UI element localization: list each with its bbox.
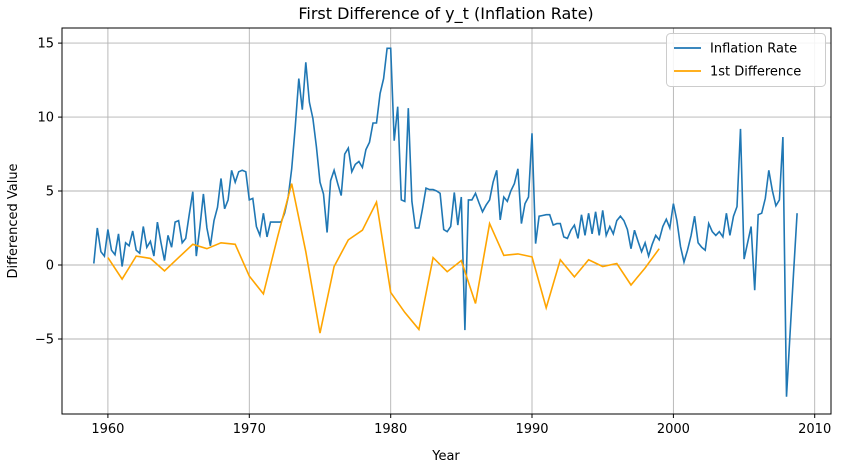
grid-lines bbox=[62, 28, 831, 414]
x-tick-label: 2000 bbox=[657, 422, 690, 437]
x-tick-label: 1960 bbox=[91, 422, 124, 437]
y-tick-label: −5 bbox=[35, 333, 54, 348]
axis-ticks: 1960 1970 1980 1990 2000 2010 −5 0 5 10 15 bbox=[35, 37, 831, 437]
x-tick-label: 1970 bbox=[233, 422, 266, 437]
y-tick-label: 10 bbox=[37, 111, 54, 126]
series-line-inflation-rate bbox=[93, 47, 798, 397]
legend-box bbox=[666, 33, 826, 87]
series-line-1st-difference bbox=[107, 183, 660, 334]
x-tick-label: 2010 bbox=[798, 422, 831, 437]
chart-title: First Difference of y_t (Inflation Rate) bbox=[298, 4, 593, 24]
legend-label-1st-difference: 1st Difference bbox=[710, 65, 801, 80]
y-tick-label: 5 bbox=[46, 185, 54, 200]
x-tick-label: 1990 bbox=[515, 422, 548, 437]
legend-label-inflation-rate: Inflation Rate bbox=[710, 42, 797, 57]
data-series bbox=[93, 47, 798, 397]
plot-border bbox=[61, 27, 832, 415]
y-tick-label: 15 bbox=[37, 37, 54, 52]
y-axis-label: Differenced Value bbox=[6, 163, 21, 278]
x-tick-label: 1980 bbox=[374, 422, 407, 437]
legend: Inflation Rate 1st Difference bbox=[666, 33, 826, 87]
x-axis-label: Year bbox=[431, 449, 460, 464]
y-tick-label: 0 bbox=[46, 259, 54, 274]
